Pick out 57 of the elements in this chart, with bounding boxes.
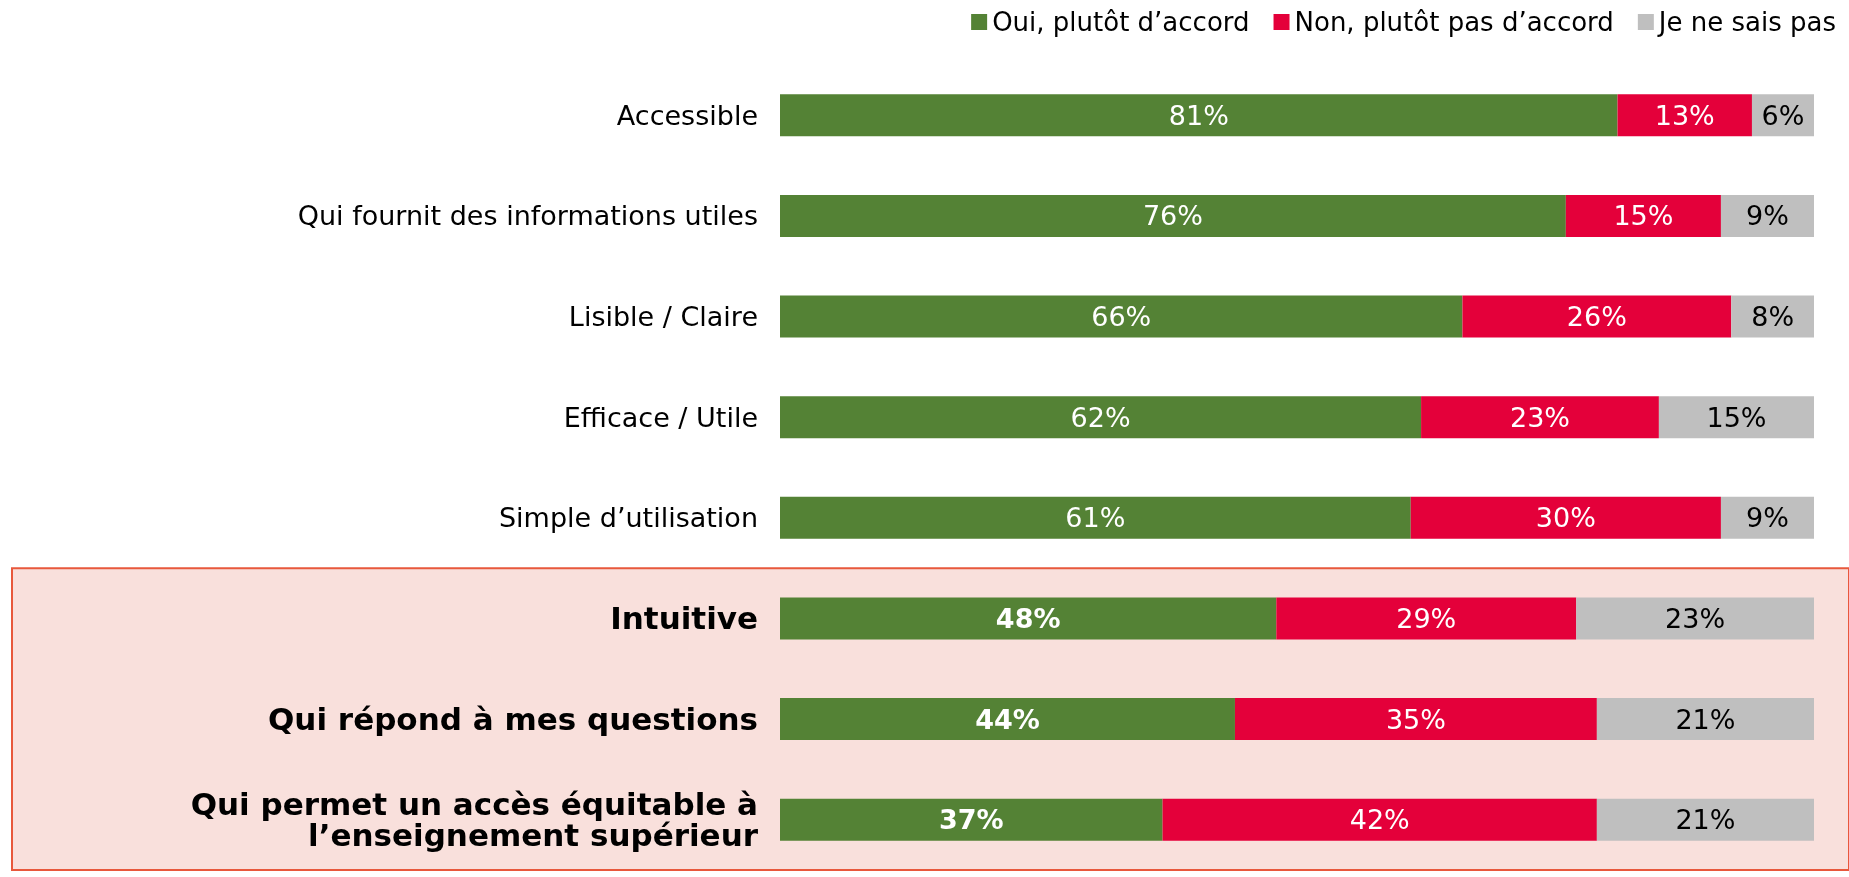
data-label: 42% xyxy=(1349,804,1410,836)
bar xyxy=(1162,798,1597,841)
data-label: 81% xyxy=(1168,99,1229,131)
y-tick-label: Simple d’utilisation xyxy=(498,502,758,534)
y-tick-label: Lisible / Claire xyxy=(568,301,758,333)
y-tick-label: Qui répond à mes questions xyxy=(268,701,758,738)
bar xyxy=(780,597,1277,640)
bar xyxy=(780,94,1618,137)
bar xyxy=(1720,194,1814,237)
data-label: 13% xyxy=(1654,99,1715,131)
data-label: 44% xyxy=(975,703,1040,735)
bar xyxy=(1596,798,1814,841)
data-label: 37% xyxy=(938,804,1004,836)
bar xyxy=(780,496,1411,539)
data-label: 29% xyxy=(1396,602,1457,634)
bar xyxy=(780,798,1163,841)
bar xyxy=(1617,94,1752,137)
data-label: 76% xyxy=(1142,200,1203,232)
bar xyxy=(780,698,1235,741)
data-label: 35% xyxy=(1385,703,1446,735)
bar xyxy=(1276,597,1577,640)
data-label: 48% xyxy=(995,602,1061,634)
data-label: 30% xyxy=(1535,502,1596,534)
data-label: 15% xyxy=(1613,200,1674,232)
bar xyxy=(780,295,1463,338)
bar xyxy=(1565,194,1721,237)
bar xyxy=(780,194,1566,237)
y-tick-label: Qui fournit des informations utiles xyxy=(297,200,758,232)
legend-label: Je ne sais pas xyxy=(1656,7,1837,37)
legend-label: Oui, plutôt d’accord xyxy=(992,7,1250,37)
data-label: 8% xyxy=(1751,301,1795,333)
bar xyxy=(1720,496,1814,539)
y-tick-label: Intuitive xyxy=(610,600,758,637)
bar xyxy=(1596,698,1814,741)
bar xyxy=(1576,597,1814,640)
y-tick-label: Accessible xyxy=(616,99,758,131)
data-label: 23% xyxy=(1665,602,1726,634)
data-label: 21% xyxy=(1675,703,1736,735)
bar xyxy=(1421,396,1659,439)
data-label: 23% xyxy=(1509,401,1570,433)
data-label: 26% xyxy=(1566,301,1627,333)
data-label: 62% xyxy=(1070,401,1131,433)
data-label: 21% xyxy=(1675,804,1736,836)
y-tick-label: Efficace / Utile xyxy=(563,401,758,433)
data-label: 61% xyxy=(1065,502,1126,534)
data-label: 6% xyxy=(1761,99,1805,131)
y-tick-label: Qui permet un accès équitable à l’enseignement supérieur xyxy=(190,786,759,854)
bar xyxy=(1410,496,1721,539)
bar xyxy=(1658,396,1814,439)
data-label: 66% xyxy=(1091,301,1152,333)
data-label: 9% xyxy=(1746,200,1789,232)
legend-label: Non, plutôt pas d’accord xyxy=(1294,7,1614,37)
data-label: 15% xyxy=(1706,401,1767,433)
bar xyxy=(1462,295,1732,338)
data-label: 9% xyxy=(1746,502,1789,534)
bar xyxy=(780,396,1422,439)
bar xyxy=(1234,698,1597,741)
